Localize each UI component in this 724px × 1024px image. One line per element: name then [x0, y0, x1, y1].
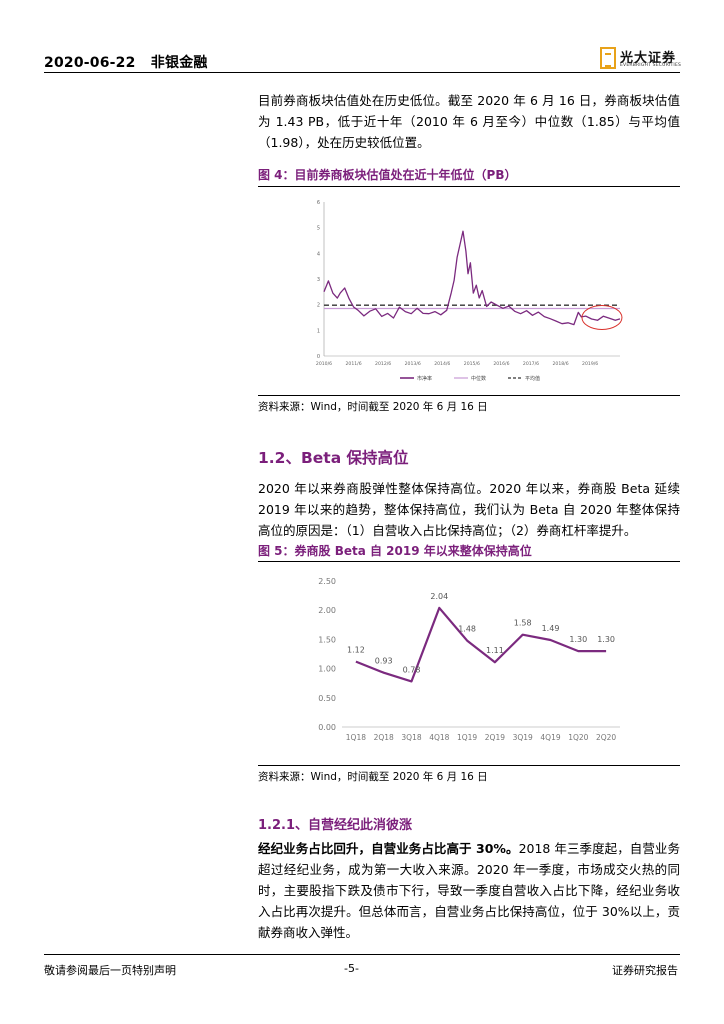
fig4-y-tick-label: 3 [317, 277, 320, 283]
fig4-x-tick-label: 2016/6 [493, 361, 509, 367]
header-divider [44, 72, 680, 73]
page-number: -5- [344, 962, 359, 975]
fig5-x-tick-label: 4Q19 [540, 733, 560, 742]
section-1-2-paragraph: 2020 年以来券商股弹性整体保持高位。2020 年以来，券商股 Beta 延续… [258, 481, 680, 538]
fig4-x-tick-label: 2011/6 [345, 361, 361, 367]
fig4-highlight-circle [581, 305, 623, 330]
fig4-legend-label: 中位数 [471, 375, 486, 382]
footer-divider [44, 954, 680, 955]
figure5-bottom-rule [258, 765, 680, 766]
fig5-y-tick-label: 1.50 [318, 635, 336, 644]
fig5-x-tick-label: 2Q20 [596, 733, 616, 742]
fig5-data-label: 1.58 [514, 619, 532, 628]
logo-name: 光大证券 [620, 51, 677, 66]
section-1-2-1-lead: 经纪业务占比回升，自营业务占比高于 30%。 [258, 841, 519, 856]
fig4-x-tick-label: 2019/6 [582, 361, 598, 367]
fig5-y-tick-label: 2.00 [318, 606, 336, 615]
fig5-data-label: 1.49 [542, 624, 560, 633]
fig4-x-tick-label: 2014/6 [434, 361, 450, 367]
logo-english: EVERBRIGHT SECURITIES [620, 63, 682, 68]
fig4-x-tick-label: 2010/6 [316, 361, 332, 367]
fig4-legend-label: 平均值 [525, 375, 540, 382]
section-1-2-1-body: 2018 年三季度起，自营业务超过经纪业务，成为第一大收入来源。2020 年一季… [258, 841, 680, 940]
fig4-x-tick-label: 2013/6 [405, 361, 421, 367]
fig5-x-tick-label: 1Q20 [568, 733, 588, 742]
fig4-x-tick-label: 2018/6 [552, 361, 568, 367]
figure5-title: 图 5：券商股 Beta 自 2019 年以来整体保持高位 [258, 544, 532, 558]
fig5-y-tick-label: 2.50 [318, 577, 336, 586]
fig4-legend-label: 市净率 [417, 375, 432, 382]
fig5-x-tick-label: 3Q18 [401, 733, 421, 742]
logo-mark-icon [600, 47, 616, 69]
section-1-2-1-paragraph: 经纪业务占比回升，自营业务占比高于 30%。2018 年三季度起，自营业务超过经… [258, 838, 680, 943]
section-1-2-title: 1.2、Beta 保持高位 [258, 449, 409, 467]
fig4-y-tick-label: 4 [317, 251, 320, 257]
fig5-data-label: 1.48 [458, 625, 476, 634]
report-category: 非银金融 [150, 55, 208, 71]
footer-disclaimer: 敬请参阅最后一页特别声明 [44, 964, 176, 977]
figure5-top-rule [258, 561, 680, 562]
footer-report-type: 证券研究报告 [612, 964, 678, 977]
fig5-data-label: 1.11 [486, 646, 504, 655]
fig5-data-label: 1.30 [597, 635, 615, 644]
fig4-pb-series-line [323, 230, 621, 326]
fig5-data-label: 2.04 [430, 592, 448, 601]
fig5-y-tick-label: 0.50 [318, 694, 336, 703]
fig5-y-tick-label: 0.00 [318, 723, 336, 732]
fig5-x-tick-label: 1Q19 [457, 733, 477, 742]
fig4-x-tick-label: 2017/6 [523, 361, 539, 367]
fig5-data-label: 0.93 [375, 657, 393, 666]
company-logo: 光大证券 EVERBRIGHT SECURITIES [600, 47, 684, 71]
fig5-data-label: 1.12 [347, 646, 365, 655]
fig4-y-tick-label: 6 [317, 200, 320, 206]
fig4-y-tick-label: 0 [317, 354, 320, 360]
figure4-source: 资料来源：Wind，时间截至 2020 年 6 月 16 日 [258, 401, 488, 413]
fig5-y-tick-label: 1.00 [318, 665, 336, 674]
fig5-x-tick-label: 2Q19 [485, 733, 505, 742]
figure4-top-rule [258, 186, 680, 187]
figure4-bottom-rule [258, 395, 680, 396]
figure4-chart: 0 1 2 3 4 5 6 2010/6 2011/6 2012/6 2013/6 2014/6 201… [316, 200, 623, 382]
fig5-data-label: 0.78 [403, 665, 421, 674]
figure5-source: 资料来源：Wind，时间截至 2020 年 6 月 16 日 [258, 771, 488, 783]
fig4-y-tick-label: 1 [317, 328, 320, 334]
fig5-beta-series-line [355, 606, 607, 683]
fig5-x-tick-label: 4Q18 [429, 733, 449, 742]
fig5-data-label: 1.30 [569, 635, 587, 644]
fig4-x-tick-label: 2015/6 [464, 361, 480, 367]
report-header: 2020-06-22 非银金融 [44, 52, 208, 72]
figure4-title: 图 4：目前券商板块估值处在近十年低位（PB） [258, 168, 517, 182]
report-date: 2020-06-22 [44, 55, 136, 71]
fig4-y-tick-label: 2 [317, 303, 320, 309]
fig4-y-tick-label: 5 [317, 226, 320, 232]
fig4-x-tick-label: 2012/6 [375, 361, 391, 367]
fig5-x-tick-label: 2Q18 [374, 733, 394, 742]
fig5-x-tick-label: 1Q18 [346, 733, 366, 742]
section-1-2-1-title: 1.2.1、自营经纪此消彼涨 [258, 818, 413, 833]
figure5-chart: 0.00 0.50 1.00 1.50 2.00 2.50 1Q18 2Q18 3Q18 4Q18… [318, 577, 620, 742]
valuation-paragraph: 目前券商板块估值处在历史低位。截至 2020 年 6 月 16 日，券商板块估值… [258, 93, 680, 150]
fig5-x-tick-label: 3Q19 [513, 733, 533, 742]
